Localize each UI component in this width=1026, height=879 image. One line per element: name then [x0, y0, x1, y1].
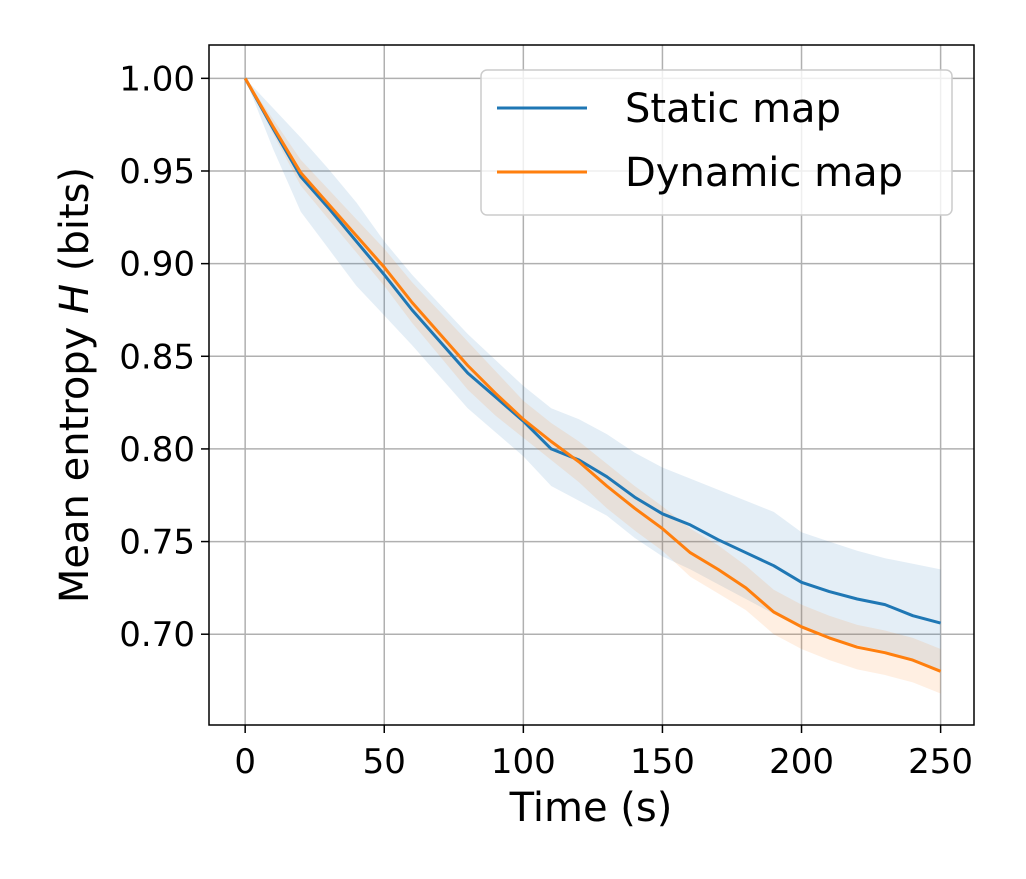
x-tick-label: 50: [363, 742, 406, 782]
y-axis-title-suffix: (bits): [52, 167, 98, 284]
y-tick-label: 0.80: [119, 430, 195, 470]
y-tick-label: 0.85: [119, 337, 195, 377]
y-axis-ticks: 0.70 0.75 0.80 0.85 0.90 0.95 1.00: [119, 59, 209, 655]
legend-box: [480, 69, 953, 216]
static-map-line: [243, 77, 941, 625]
x-tick-label: 100: [491, 742, 556, 782]
y-axis-title: Mean entropy H (bits): [52, 167, 98, 603]
y-tick-label: 0.95: [119, 152, 195, 192]
x-axis-ticks: 0 50 100 150 200 250: [234, 725, 973, 782]
legend-static-map-label: Static map: [625, 86, 841, 132]
y-tick-label: 0.70: [119, 615, 195, 655]
y-tick-label: 1.00: [119, 59, 195, 99]
y-tick-label: 0.75: [119, 523, 195, 563]
x-tick-label: 150: [630, 742, 695, 782]
confidence-bands: [245, 78, 941, 694]
static-map-band: [245, 78, 941, 672]
legend-dynamic-map-label: Dynamic map: [625, 150, 903, 196]
y-axis-title-prefix: Mean entropy: [52, 314, 98, 603]
y-axis-title-variable: H: [52, 284, 98, 314]
x-axis-title: Time (s): [509, 785, 673, 831]
legend: Static map Dynamic map: [480, 69, 953, 216]
x-tick-label: 250: [908, 742, 973, 782]
dynamic-map-line: [243, 77, 942, 673]
x-tick-label: 200: [769, 742, 834, 782]
x-tick-label: 0: [234, 742, 256, 782]
plot-frame: [208, 44, 975, 726]
y-tick-label: 0.90: [119, 245, 195, 285]
dynamic-map-band: [245, 78, 941, 694]
series-lines: [243, 77, 942, 673]
